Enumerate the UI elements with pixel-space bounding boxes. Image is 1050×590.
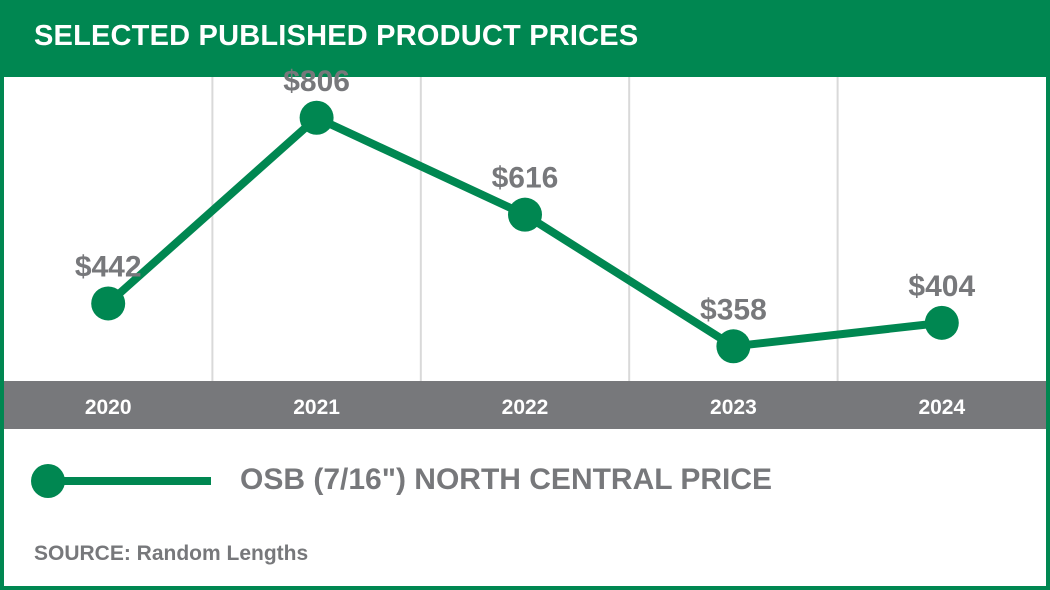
- data-label: $806: [283, 65, 350, 98]
- data-point: [508, 197, 542, 232]
- data-point: [924, 305, 959, 340]
- x-tick-label: 2021: [293, 396, 340, 419]
- data-label: $404: [908, 270, 975, 303]
- data-point: [716, 329, 751, 364]
- series-line: [104, 113, 946, 351]
- x-tick-label: 2023: [710, 396, 757, 419]
- x-tick-label: 2024: [918, 396, 965, 419]
- legend-label: OSB (7/16") NORTH CENTRAL PRICE: [240, 463, 773, 496]
- data-label: $616: [492, 162, 559, 195]
- x-axis-band: [4, 381, 1046, 429]
- x-tick-label: 2020: [85, 396, 132, 419]
- data-point: [299, 100, 334, 135]
- chart-title: SELECTED PUBLISHED PRODUCT PRICES: [34, 20, 639, 52]
- data-label: $358: [700, 293, 767, 326]
- data-label: $442: [75, 250, 142, 283]
- data-point: [91, 286, 126, 321]
- legend-marker: [31, 464, 65, 498]
- x-tick-label: 2022: [502, 396, 549, 419]
- source-note: SOURCE: Random Lengths: [34, 542, 309, 565]
- header-bar: SELECTED PUBLISHED PRODUCT PRICES: [0, 0, 1050, 77]
